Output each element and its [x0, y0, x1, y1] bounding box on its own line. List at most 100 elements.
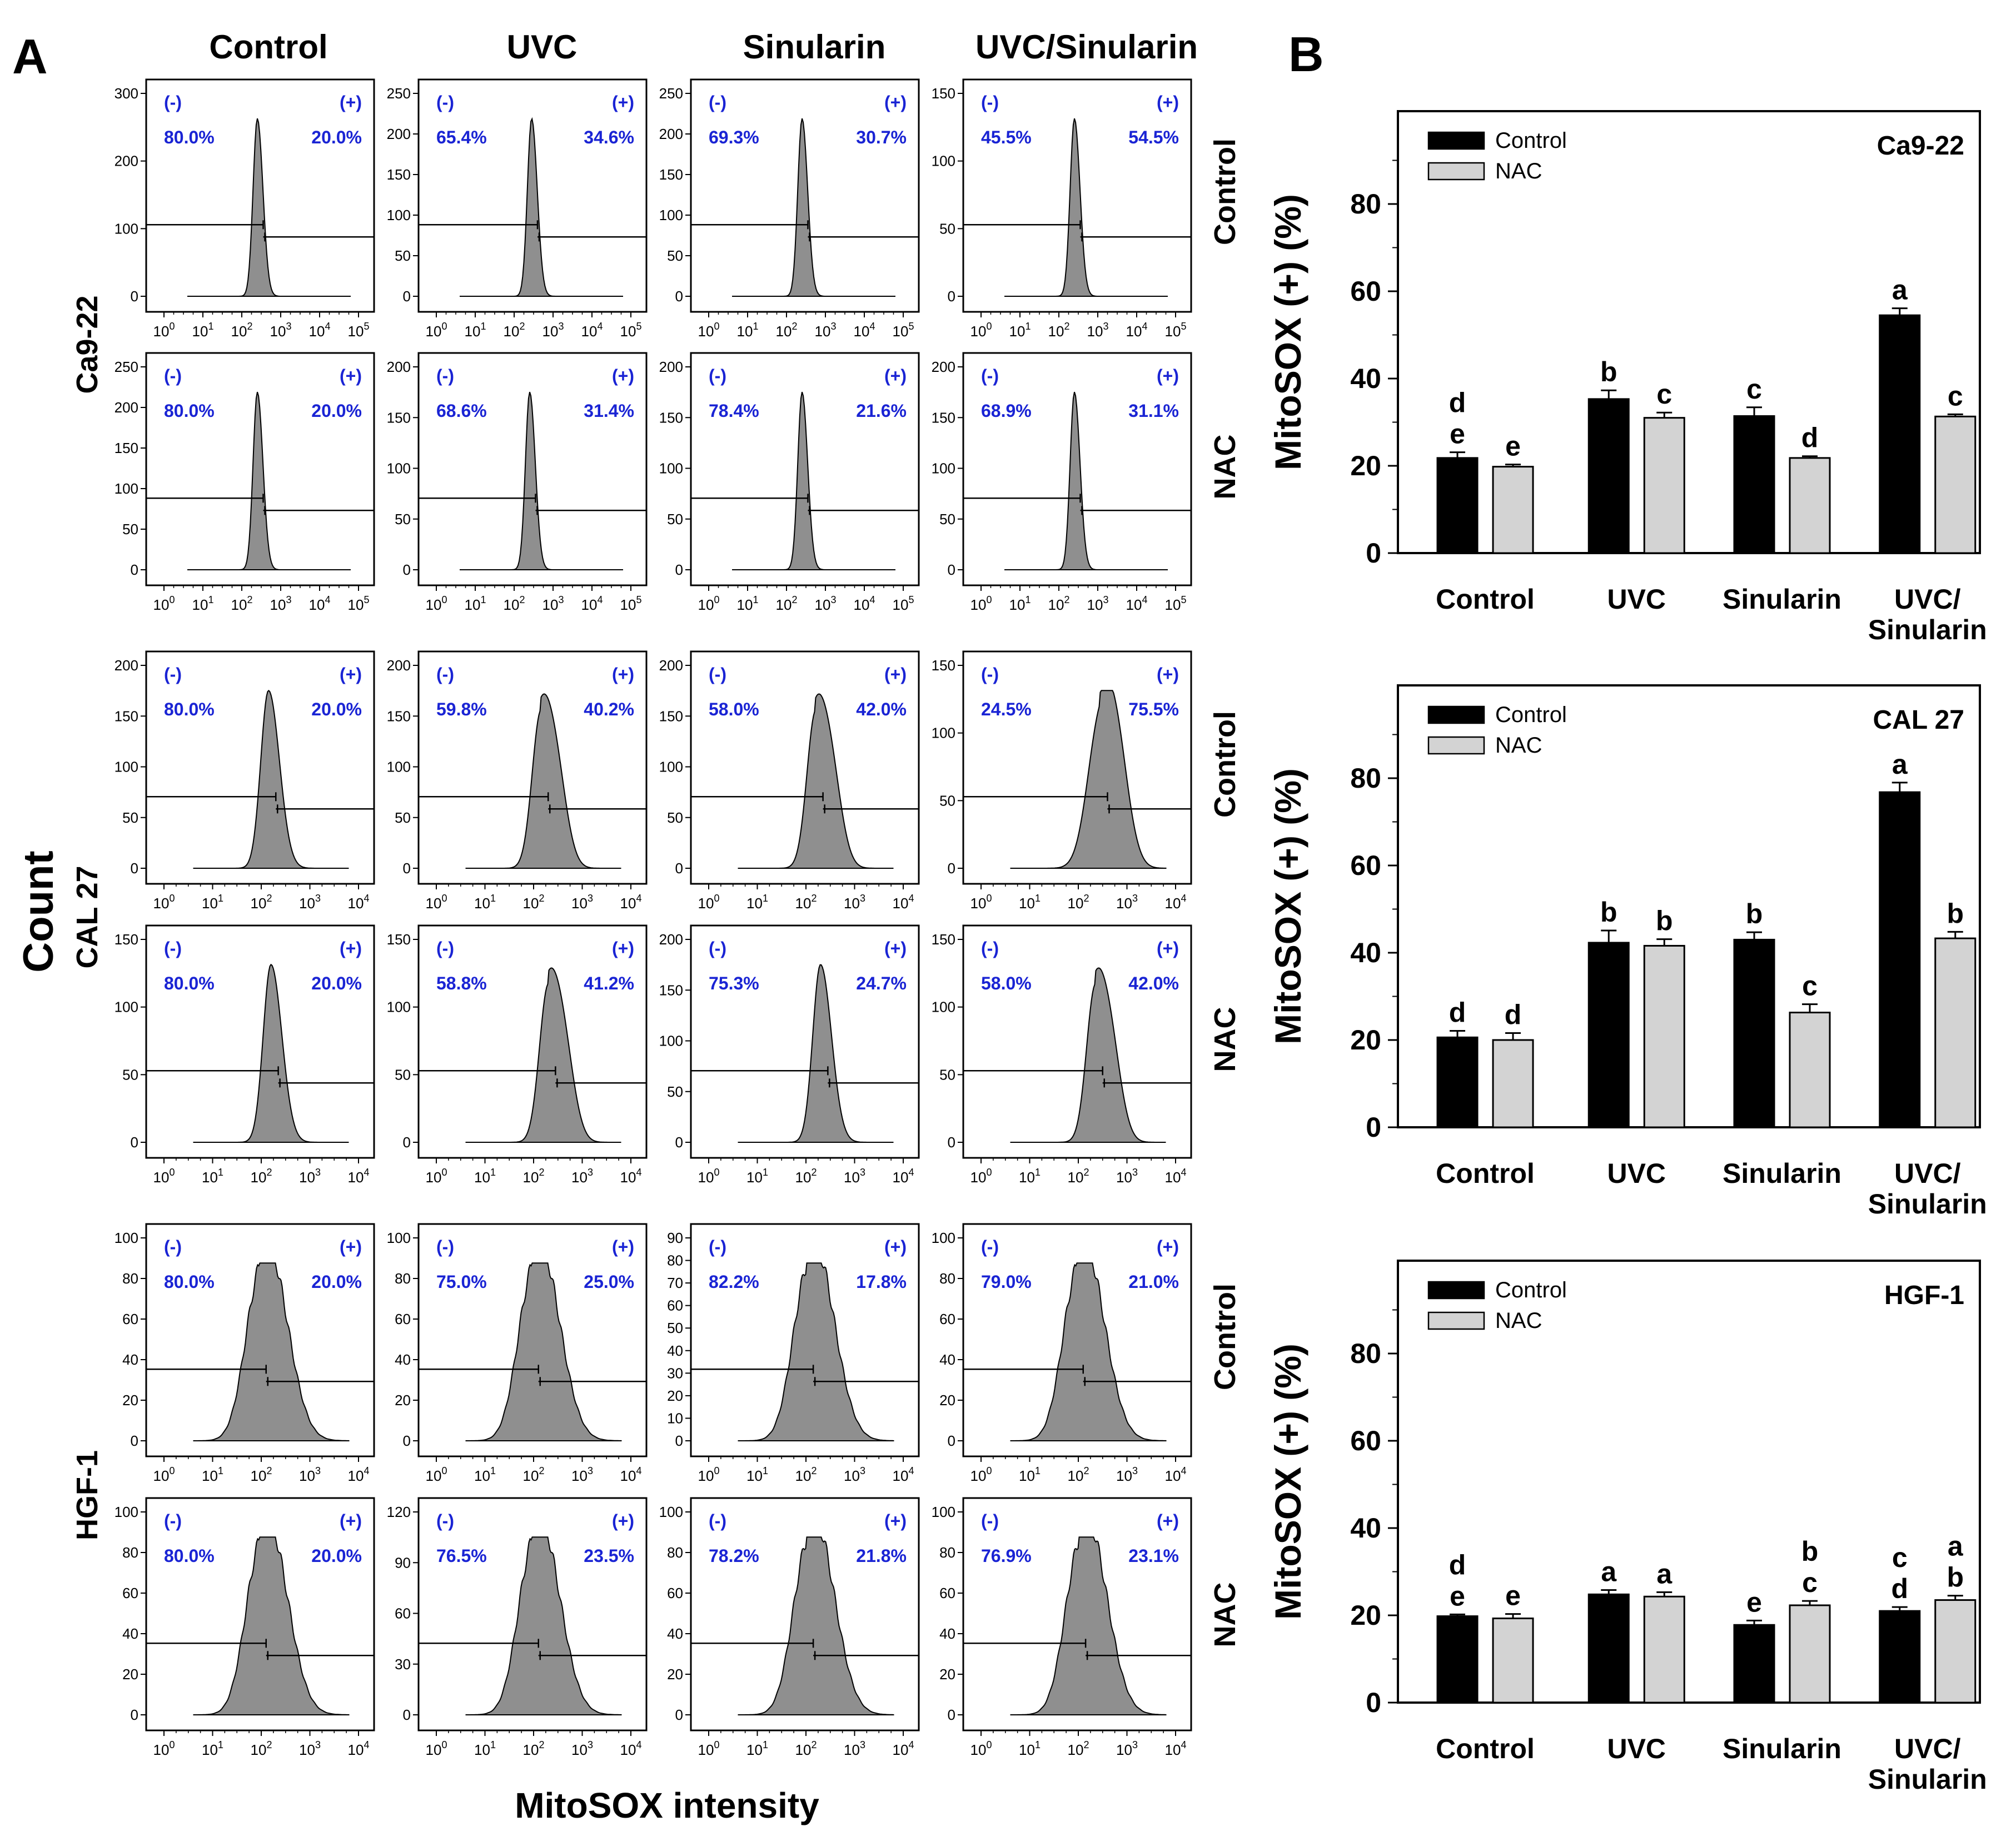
- histogram-curve: [460, 117, 623, 297]
- y-tick-label: 0: [1366, 1687, 1381, 1718]
- negative-percent: 65.4%: [436, 127, 487, 147]
- histogram-frame: [962, 352, 1192, 586]
- y-tick-label: 80: [122, 1270, 138, 1287]
- x-tick-exponent: 0: [441, 1739, 447, 1750]
- y-tick-label: 100: [387, 759, 411, 775]
- positive-percent: 21.0%: [1128, 1272, 1179, 1292]
- x-tick-label: 102: [1068, 1739, 1089, 1758]
- x-tick-label: 102: [1048, 321, 1070, 340]
- y-tick-label: 100: [932, 1230, 955, 1246]
- x-tick-label: 101: [746, 1167, 768, 1186]
- x-tick-label: 100: [153, 594, 175, 613]
- y-tick-label: 50: [667, 1320, 683, 1336]
- bar-chart-frame: [1397, 1260, 1981, 1704]
- x-tick-exponent: 1: [1035, 1167, 1041, 1178]
- y-tick-label: 50: [395, 1066, 411, 1083]
- x-tick-label: 101: [737, 594, 759, 613]
- significance-letter: d: [1891, 1573, 1908, 1604]
- gate-label-positive: (+): [884, 664, 907, 684]
- panel-b: B Ca9-22 Control NAC 0 20 40 60 80 MitoSOX (+) (…: [1267, 27, 1987, 1795]
- x-tick-label: 105: [893, 321, 914, 340]
- y-tick-label: 100: [932, 725, 955, 742]
- x-tick-label: 104: [581, 594, 603, 613]
- x-tick-label: 104: [893, 1465, 914, 1484]
- x-tick-exponent: 2: [792, 594, 797, 605]
- y-axis-label: MitoSOX (+) (%): [1267, 768, 1308, 1044]
- gate-label-negative: (-): [436, 1511, 454, 1531]
- x-tick-label: 100: [153, 1167, 175, 1186]
- x-tick-label: 101: [746, 893, 768, 912]
- x-tick-label: 102: [795, 1167, 817, 1186]
- x-tick-label: 104: [620, 1465, 642, 1484]
- x-tick-exponent: 3: [588, 1739, 593, 1750]
- category-label: Sinularin: [1868, 1188, 1987, 1220]
- x-tick-exponent: 3: [286, 594, 291, 605]
- negative-percent: 68.6%: [436, 401, 487, 421]
- negative-percent: 76.9%: [981, 1546, 1032, 1566]
- significance-letter: d: [1801, 422, 1819, 454]
- y-tick-label: 100: [115, 759, 138, 775]
- negative-percent: 80.0%: [164, 401, 215, 421]
- histogram-curve: [193, 1536, 350, 1715]
- y-tick-label: 150: [115, 440, 138, 456]
- x-tick-exponent: 2: [1083, 1167, 1089, 1178]
- legend-swatch: [1427, 1281, 1485, 1300]
- x-tick-label: 101: [192, 321, 214, 340]
- y-tick-label: 40: [395, 1351, 411, 1368]
- x-tick-exponent: 1: [1035, 893, 1041, 904]
- bar-chart: CAL 27 Control NAC 0 20 40 60 80 MitoSOX (+) (%)…: [1267, 684, 1987, 1220]
- y-tick-label: 200: [659, 657, 683, 674]
- category-label: UVC: [1607, 584, 1666, 615]
- y-tick-label: 0: [675, 860, 683, 877]
- x-tick-exponent: 3: [1103, 321, 1108, 332]
- x-tick-exponent: 4: [1181, 1739, 1186, 1750]
- y-tick-label: 150: [932, 931, 955, 948]
- negative-percent: 68.9%: [981, 401, 1032, 421]
- column-header-control: Control: [209, 28, 327, 66]
- y-tick-label: 80: [122, 1544, 138, 1561]
- significance-letter: e: [1505, 431, 1521, 462]
- histogram-frame: [962, 924, 1192, 1159]
- histogram-frame: [145, 924, 375, 1159]
- x-tick-label: 105: [348, 594, 370, 613]
- y-tick-label: 0: [131, 561, 138, 578]
- positive-percent: 75.5%: [1128, 699, 1179, 719]
- y-tick-label: 100: [659, 460, 683, 477]
- x-tick-label: 104: [581, 321, 603, 340]
- x-tick-exponent: 3: [1103, 594, 1108, 605]
- y-tick-label: 40: [667, 1625, 683, 1642]
- x-tick-label: 102: [231, 321, 253, 340]
- x-tick-label: 103: [1116, 893, 1138, 912]
- x-tick-label: 101: [192, 594, 214, 613]
- negative-percent: 82.2%: [709, 1272, 759, 1292]
- x-tick-label: 101: [474, 1465, 496, 1484]
- x-tick-exponent: 0: [986, 1465, 992, 1476]
- x-tick-exponent: 1: [218, 1167, 223, 1178]
- x-tick-label: 100: [426, 594, 447, 613]
- significance-letter: d: [1505, 999, 1522, 1030]
- histogram-frame: [417, 352, 648, 586]
- chart-title: Ca9-22: [1877, 131, 1964, 161]
- y-tick-label: 0: [403, 561, 411, 578]
- positive-percent: 20.0%: [311, 1272, 362, 1292]
- histogram-frame: [690, 1223, 920, 1457]
- x-tick-exponent: 2: [792, 321, 797, 332]
- cell-line-label-hgf1: HGF-1: [71, 1450, 104, 1540]
- x-tick-label: 100: [698, 1465, 720, 1484]
- category-label: Sinularin: [1868, 614, 1987, 645]
- x-tick-label: 102: [523, 1167, 545, 1186]
- x-tick-label: 103: [815, 594, 837, 613]
- gate-label-negative: (-): [436, 92, 454, 112]
- x-tick-exponent: 1: [763, 893, 768, 904]
- y-tick-label: 100: [387, 999, 411, 1016]
- y-tick-label: 80: [1350, 763, 1381, 794]
- category-label: Control: [1436, 1158, 1535, 1189]
- y-tick-label: 60: [667, 1297, 683, 1314]
- x-tick-exponent: 0: [986, 1739, 992, 1750]
- y-tick-label: 250: [659, 85, 683, 102]
